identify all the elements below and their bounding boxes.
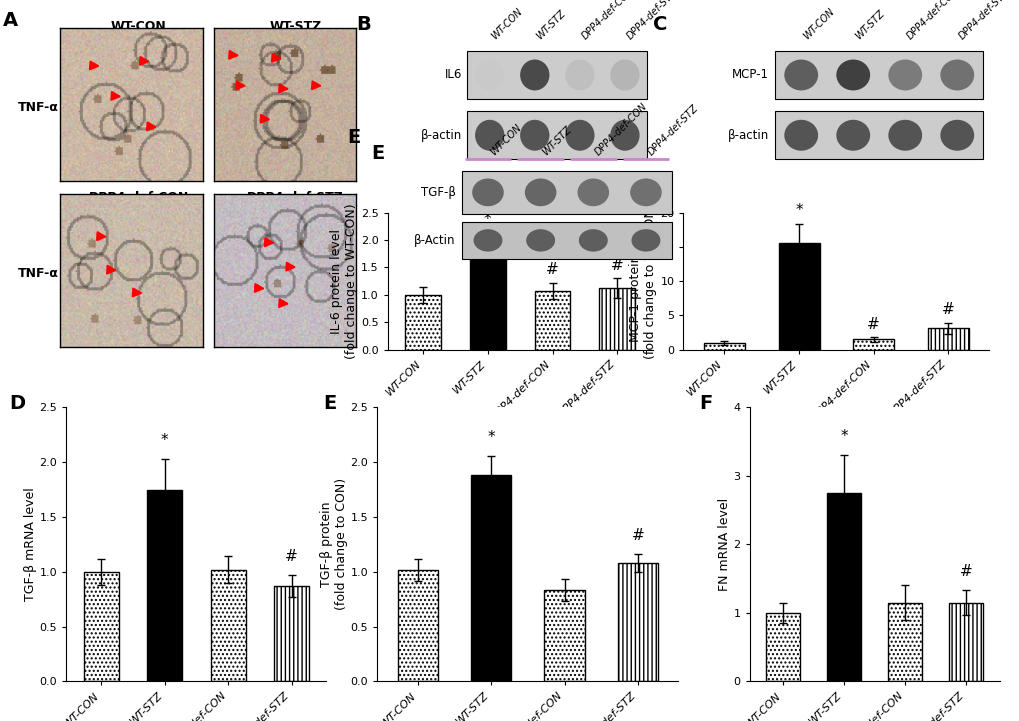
Text: E: E [371,144,384,164]
Text: DPP4-def-STZ: DPP4-def-STZ [248,191,343,204]
Text: MCP-1: MCP-1 [732,68,768,81]
Text: IL6: IL6 [444,68,462,81]
Text: β-actin: β-actin [728,129,768,142]
Bar [84,572,118,681]
Ellipse shape [836,60,869,90]
Bar [147,490,182,681]
Text: WT-STZ: WT-STZ [534,9,568,42]
Ellipse shape [475,60,503,90]
Text: TGF-β: TGF-β [420,186,455,199]
Bar [927,329,968,350]
Bar [618,563,657,681]
Ellipse shape [525,179,556,206]
Bar [467,51,647,99]
Y-axis label: TGF-β mRNA level: TGF-β mRNA level [23,487,37,601]
Ellipse shape [836,120,869,151]
Bar [703,343,744,350]
Y-axis label: MCP-1 protein level
(fold change to WT-CON): MCP-1 protein level (fold change to WT-C… [629,203,657,359]
Text: #: # [942,302,954,317]
Text: *: * [484,213,491,228]
Ellipse shape [888,120,921,151]
Y-axis label: IL-6 protein level
(fold change to WT-CON): IL-6 protein level (fold change to WT-CO… [330,203,358,359]
Bar [765,613,799,681]
Text: DPP4-def-CON: DPP4-def-CON [89,191,189,204]
Text: B: B [356,14,370,34]
Text: DPP4-def-STZ: DPP4-def-STZ [625,0,679,42]
Text: WT-CON: WT-CON [111,19,166,32]
Bar [462,171,672,213]
Bar [274,586,309,681]
Bar [888,603,921,681]
Bar [852,340,894,350]
Ellipse shape [565,60,594,90]
Text: β-Actin: β-Actin [414,234,455,247]
Text: WT-CON: WT-CON [489,6,524,42]
Text: #: # [959,565,971,579]
Bar [462,222,672,259]
Bar [599,288,635,350]
Text: E: E [323,394,336,412]
Bar [774,51,982,99]
Bar [534,291,570,350]
Ellipse shape [475,120,503,151]
Text: #: # [866,317,879,332]
Y-axis label: TGF-β protein
(fold change to CON): TGF-β protein (fold change to CON) [320,478,347,611]
Ellipse shape [520,120,549,151]
Ellipse shape [784,120,817,151]
Text: WT-STZ: WT-STZ [540,125,573,158]
Text: A: A [3,11,18,30]
Ellipse shape [578,229,607,252]
Text: DPP4-def-CON: DPP4-def-CON [593,102,649,158]
Ellipse shape [526,229,554,252]
Ellipse shape [630,179,661,206]
Text: β-actin: β-actin [420,129,462,142]
Bar [397,570,437,681]
Ellipse shape [565,120,594,151]
Text: F: F [699,394,712,412]
Bar [471,475,511,681]
Ellipse shape [473,229,502,252]
Bar [467,112,647,159]
Text: WT-CON: WT-CON [487,123,523,158]
Ellipse shape [784,60,817,90]
Text: TNF-α: TNF-α [18,102,59,115]
Text: D: D [9,394,25,412]
Bar [405,295,440,350]
Bar [774,112,982,159]
Ellipse shape [940,60,973,90]
Text: C: C [652,14,666,34]
Bar [544,590,584,681]
Bar [470,247,505,350]
Text: #: # [610,258,623,273]
Ellipse shape [577,179,608,206]
Ellipse shape [609,60,639,90]
Bar [210,570,246,681]
Ellipse shape [940,120,973,151]
Text: #: # [285,549,298,564]
Y-axis label: FN mRNA level: FN mRNA level [717,497,730,591]
Ellipse shape [520,60,549,90]
Bar [826,493,860,681]
Text: E: E [347,128,360,147]
Text: DPP4-def-CON: DPP4-def-CON [579,0,636,42]
Text: #: # [545,262,558,278]
Text: WT-STZ: WT-STZ [853,9,886,42]
Ellipse shape [888,60,921,90]
Text: *: * [795,203,802,218]
Text: DPP4-def-STZ: DPP4-def-STZ [957,0,1011,42]
Text: WT-CON: WT-CON [801,6,836,42]
Text: DPP4-def-CON: DPP4-def-CON [905,0,961,42]
Text: *: * [487,430,494,445]
Ellipse shape [631,229,659,252]
Ellipse shape [472,179,503,206]
Text: #: # [631,528,644,543]
Text: *: * [161,433,168,448]
Text: *: * [840,429,847,444]
Text: TNF-α: TNF-α [18,267,59,280]
Bar [777,243,819,350]
Ellipse shape [609,120,639,151]
Bar [949,603,982,681]
Text: WT-STZ: WT-STZ [269,19,322,32]
Text: DPP4-def-STZ: DPP4-def-STZ [645,103,700,158]
